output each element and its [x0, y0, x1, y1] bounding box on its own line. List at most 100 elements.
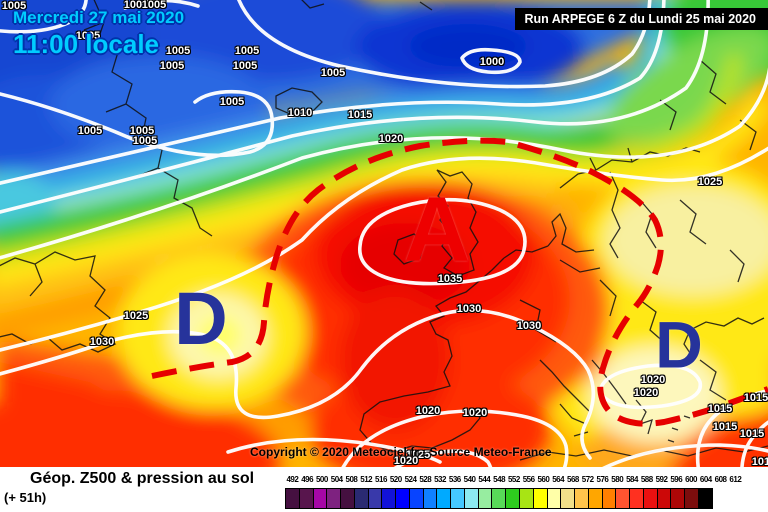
legend-value: 512: [360, 475, 373, 484]
legend-value: 492: [286, 475, 299, 484]
pressure-label: 1005: [75, 30, 101, 42]
pressure-label: 1020: [378, 133, 404, 145]
legend-value: 540: [463, 475, 476, 484]
legend-color-cell: [326, 488, 342, 509]
legend-value: 556: [522, 475, 535, 484]
legend-color-cell: [587, 488, 603, 509]
legend-color-cell: [312, 488, 328, 509]
model-run-info: Run ARPEGE 6 Z du Lundi 25 mai 2020: [515, 8, 768, 30]
pressure-label: 1030: [456, 303, 482, 315]
legend-value: 596: [670, 475, 683, 484]
pressure-label: 1010: [287, 107, 313, 119]
legend-value: 608: [714, 475, 727, 484]
legend-color-cell: [340, 488, 355, 509]
legend-color-cell: [684, 488, 699, 509]
red-dashed-axis: [151, 137, 768, 427]
legend-value: 516: [375, 475, 387, 484]
pressure-label: 1001: [123, 0, 149, 11]
legend-value: 548: [493, 475, 506, 484]
legend-value: 532: [434, 475, 446, 484]
legend-color-cell: [574, 488, 589, 509]
pressure-label: 1005: [77, 125, 103, 137]
legend-value: 552: [507, 475, 520, 484]
pressure-label: 1005: [132, 135, 158, 147]
pressure-label: 1030: [516, 320, 542, 332]
legend-color-cell: [353, 488, 369, 509]
legend-color-cell: [546, 488, 562, 509]
legend-color-cell: [463, 488, 479, 509]
legend-color-cell: [367, 488, 383, 509]
pressure-center-A: A: [403, 178, 471, 281]
legend-color-cell: [519, 488, 534, 509]
legend-color-cell: [629, 488, 644, 509]
legend-value: 500: [315, 475, 328, 484]
legend-color-cell: [422, 488, 438, 509]
pressure-label: 1005: [129, 125, 155, 137]
legend-value: 604: [699, 475, 712, 484]
forecast-lead-time: (+ 51h): [4, 490, 47, 505]
pressure-label: 1000: [479, 56, 505, 68]
forecast-date: Mercredi 27 mai 2020: [13, 8, 185, 27]
legend-color-cell: [656, 488, 672, 509]
pressure-label: 1020: [640, 374, 666, 386]
legend-color-cell: [505, 488, 521, 509]
pressure-label: 1025: [697, 176, 723, 188]
legend-value: 576: [596, 475, 609, 484]
legend-value: 544: [478, 475, 491, 484]
legend-value: 528: [419, 475, 432, 484]
legend-value: 560: [537, 475, 550, 484]
legend-value: 520: [389, 475, 402, 484]
pressure-label: 1015: [739, 428, 765, 440]
legend-value: 568: [567, 475, 579, 484]
legend-value: 584: [626, 475, 638, 484]
legend-color-cell: [491, 488, 507, 509]
pressure-label: 1005: [320, 67, 346, 79]
legend-value: 588: [640, 475, 653, 484]
coastlines: [0, 0, 768, 461]
legend-color-cell: [532, 488, 548, 509]
pressure-center-D: D: [174, 277, 228, 361]
legend-color-scale: [285, 488, 713, 509]
pressure-label: 1005: [159, 60, 185, 72]
isobars: [0, 0, 768, 467]
pressure-label: 1020: [462, 407, 488, 419]
legend-value: 592: [655, 475, 668, 484]
pressure-label: 1015: [347, 109, 373, 121]
pressure-center-D: D: [655, 307, 703, 382]
legend-value: 612: [729, 475, 742, 484]
pressure-label: 1005: [165, 45, 191, 57]
forecast-time: 11:00 locale: [13, 29, 159, 59]
pressure-label: 1020: [415, 405, 441, 417]
legend-color-cell: [670, 488, 686, 509]
pressure-label: 1020: [393, 455, 419, 467]
legend-bar: Géop. Z500 & pression au sol (+ 51h) 492…: [0, 467, 768, 512]
legend-color-cell: [285, 488, 300, 509]
legend-color-cell: [436, 488, 452, 509]
pressure-label: 1030: [89, 336, 115, 348]
legend-color-cell: [601, 488, 617, 509]
legend-color-cell: [298, 488, 314, 509]
legend-color-cell: [697, 488, 713, 509]
pressure-label: 1020: [633, 387, 659, 399]
legend-value: 572: [581, 475, 594, 484]
pressure-label: 1005: [234, 45, 260, 57]
legend-value: 508: [345, 475, 358, 484]
legend-color-cell: [642, 488, 658, 509]
pressure-label: 1005: [1, 0, 27, 12]
pressure-label: 1035: [437, 273, 463, 285]
legend-color-cell: [381, 488, 397, 509]
copyright-text: Copyright © 2020 Meteociel.fr - Source M…: [250, 445, 552, 459]
legend-value: 600: [685, 475, 697, 484]
legend-color-cell: [477, 488, 493, 509]
legend-color-cell: [408, 488, 424, 509]
pressure-label: 1015: [743, 392, 768, 404]
legend-value: 504: [330, 475, 343, 484]
legend-value: 524: [404, 475, 417, 484]
legend-color-cell: [615, 488, 631, 509]
map-title: Géop. Z500 & pression au sol: [30, 470, 255, 487]
legend-value: 564: [552, 475, 565, 484]
legend-value: 536: [448, 475, 461, 484]
legend-value: 496: [301, 475, 314, 484]
legend-color-cell: [450, 488, 465, 509]
